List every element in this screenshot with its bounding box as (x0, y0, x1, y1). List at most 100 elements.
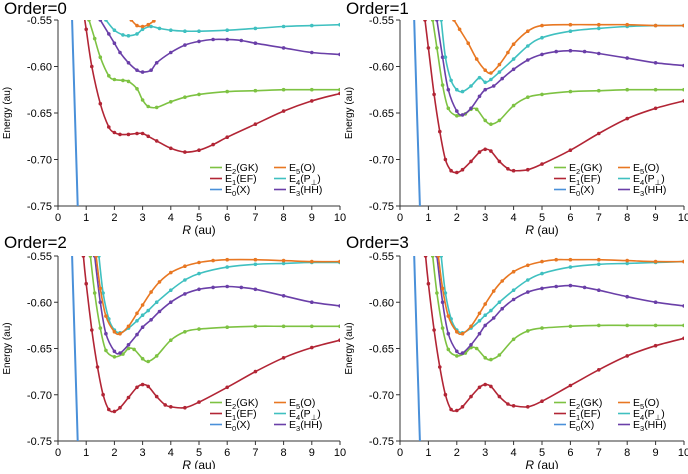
x-axis-label-unit: (au) (191, 223, 216, 237)
data-point (253, 257, 258, 262)
data-point (281, 87, 286, 92)
data-point (92, 291, 97, 295)
series-5 (436, 256, 684, 336)
data-point (474, 346, 479, 351)
legend-label-state: (EF) (580, 408, 600, 420)
legend-label-symbol: E (225, 162, 232, 174)
data-point (449, 407, 453, 412)
x-tick-label: 7 (596, 447, 602, 459)
y-tick-label: -0.55 (369, 251, 394, 263)
legend-label: E0(X) (569, 419, 594, 433)
series-4 (439, 256, 684, 335)
data-point (225, 28, 229, 32)
data-point (140, 27, 145, 32)
data-point (112, 330, 117, 334)
legend-label-symbol: E (633, 162, 640, 174)
data-point (491, 316, 496, 320)
data-point (169, 405, 173, 409)
data-point (197, 271, 201, 276)
legend-label-symbol: E (289, 173, 296, 185)
data-point (497, 394, 502, 399)
y-tick-label: -0.70 (369, 390, 394, 402)
legend-label-subscript: 2 (232, 402, 236, 411)
data-point (500, 76, 505, 81)
data-point (440, 286, 445, 291)
data-point (568, 29, 573, 33)
data-point (90, 328, 94, 332)
data-point (469, 394, 473, 399)
legend-label-state: (P (300, 408, 311, 420)
data-point (446, 331, 451, 336)
data-point (432, 92, 436, 97)
data-point (443, 392, 448, 397)
data-point (568, 89, 573, 94)
data-point (135, 311, 139, 316)
data-point (107, 125, 111, 129)
data-point (239, 285, 244, 290)
data-point (653, 106, 658, 111)
data-point (455, 349, 459, 354)
legend-label-symbol: E (633, 408, 640, 420)
data-point (169, 270, 173, 275)
data-point (183, 150, 187, 154)
data-point (625, 56, 629, 60)
data-point (568, 48, 573, 53)
x-tick-label: 5 (539, 447, 545, 459)
series-line (71, 20, 79, 206)
legend-label-symbol: E (289, 162, 296, 174)
data-point (511, 57, 516, 61)
x-tick-label: 8 (281, 447, 287, 459)
series-2 (87, 20, 340, 110)
x-tick-label: 2 (111, 212, 117, 224)
x-axis-label: R (au) (525, 458, 558, 469)
data-point (568, 265, 573, 269)
data-point (135, 68, 139, 72)
legend-label: E2(GK) (569, 397, 602, 411)
data-point (568, 22, 573, 27)
series-line (98, 256, 340, 334)
data-point (511, 67, 516, 72)
data-point (597, 26, 601, 31)
data-point (112, 349, 117, 354)
y-tick-label: -0.65 (369, 344, 394, 356)
data-point (126, 343, 131, 347)
x-tick-label: 10 (678, 447, 688, 459)
series-line (88, 20, 340, 109)
data-point (582, 285, 587, 290)
data-point (157, 309, 162, 314)
data-point (682, 336, 684, 341)
legend-label-state: (P (644, 173, 655, 185)
data-point (455, 170, 459, 175)
data-point (310, 50, 314, 55)
legend-label-state: (HH) (300, 419, 322, 431)
data-point (140, 382, 145, 387)
legend-label: E0(X) (569, 184, 594, 198)
x-tick-label: 3 (140, 212, 146, 224)
data-point (653, 87, 658, 92)
data-point (281, 109, 286, 113)
data-point (253, 287, 258, 292)
data-point (112, 28, 117, 32)
data-point (540, 286, 544, 291)
data-point (121, 352, 125, 356)
data-point (446, 106, 451, 111)
data-point (682, 259, 684, 264)
x-tick-label: 0 (55, 212, 61, 224)
x-tick-label: 2 (111, 447, 117, 459)
data-point (568, 283, 573, 288)
data-point (183, 43, 187, 47)
data-point (197, 39, 201, 44)
legend-label-subscript: 0 (576, 189, 580, 198)
data-point (338, 259, 340, 264)
legend-label-symbol: E (289, 397, 296, 409)
data-point (653, 23, 658, 28)
data-point (435, 291, 439, 295)
data-point (107, 74, 111, 78)
data-point (253, 26, 258, 31)
legend-label-symbol: E (225, 419, 232, 431)
plot-area (71, 256, 340, 441)
legend-label-symbol: E (225, 397, 232, 409)
data-point (435, 20, 439, 22)
data-point (423, 20, 427, 22)
data-point (540, 271, 544, 276)
